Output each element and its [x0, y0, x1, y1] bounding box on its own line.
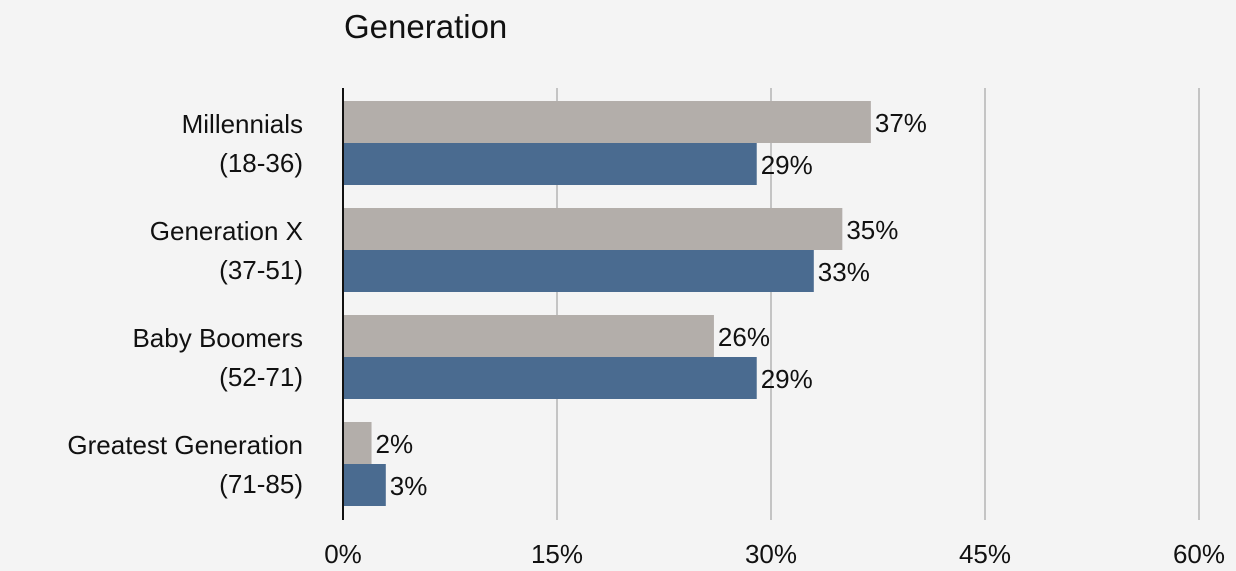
bar: [343, 101, 871, 143]
category-label: Millennials: [182, 109, 303, 139]
x-tick-label: 60%: [1173, 539, 1225, 569]
x-tick-label: 45%: [959, 539, 1011, 569]
data-label: 29%: [761, 364, 813, 394]
bar: [343, 250, 814, 292]
data-label: 2%: [376, 429, 414, 459]
category-label: Baby Boomers: [132, 323, 303, 353]
bars: [343, 101, 871, 506]
category-sublabel: (18-36): [219, 148, 303, 178]
bar: [343, 208, 843, 250]
data-label: 26%: [718, 322, 770, 352]
category-sublabel: (52-71): [219, 362, 303, 392]
x-tick-label: 30%: [745, 539, 797, 569]
bar: [343, 357, 757, 399]
category-label: Generation X: [150, 216, 303, 246]
x-tick-label: 0%: [324, 539, 362, 569]
category-sublabel: (71-85): [219, 469, 303, 499]
category-labels: Millennials (18-36) Generation X (37-51) Bab…: [67, 109, 303, 499]
data-label: 29%: [761, 150, 813, 180]
bar: [343, 422, 372, 464]
x-tick-label: 15%: [531, 539, 583, 569]
data-labels: 37% 29% 35% 33% 26% 29% 2% 3%: [376, 108, 927, 501]
bar: [343, 143, 757, 185]
data-label: 33%: [818, 257, 870, 287]
chart-title: Generation: [344, 8, 508, 45]
category-sublabel: (37-51): [219, 255, 303, 285]
bar: [343, 464, 386, 506]
data-label: 37%: [875, 108, 927, 138]
data-label: 35%: [846, 215, 898, 245]
x-axis-ticks: 0% 15% 30% 45% 60%: [324, 539, 1225, 569]
data-label: 3%: [390, 471, 428, 501]
category-label: Greatest Generation: [67, 430, 303, 460]
bar: [343, 315, 714, 357]
